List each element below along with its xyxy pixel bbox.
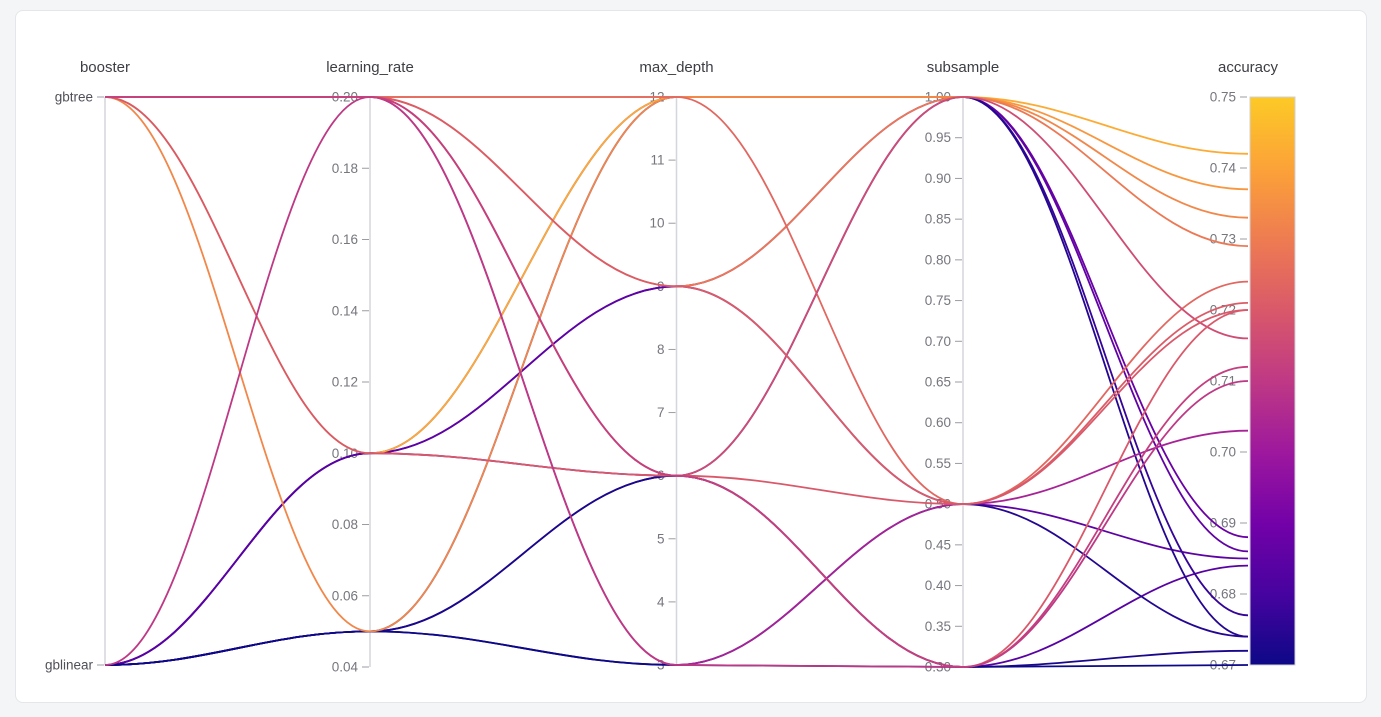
tick-label-subsample: 0.60 <box>925 415 951 430</box>
tick-label-learning_rate: 0.12 <box>332 375 358 390</box>
tick-label-subsample: 0.55 <box>925 456 951 471</box>
tick-label-max_depth: 4 <box>657 594 665 609</box>
trial-lines <box>104 96 1249 668</box>
tick-label-learning_rate: 0.16 <box>332 232 358 247</box>
tick-label-learning_rate: 0.08 <box>332 517 358 532</box>
axis-learning_rate: learning_rate0.200.180.160.140.120.100.0… <box>326 59 414 675</box>
tick-label-subsample: 0.35 <box>925 619 951 634</box>
axis-booster: booster gbtree gblinear <box>45 59 130 673</box>
trial-curve-20 <box>104 96 1249 668</box>
tick-label-subsample: 0.65 <box>925 375 951 390</box>
tick-label-subsample: 0.70 <box>925 334 951 349</box>
tick-label-max_depth: 9 <box>657 279 665 294</box>
tick-label-learning_rate: 0.14 <box>332 303 359 318</box>
tick-label-subsample: 0.75 <box>925 293 951 308</box>
tick-label-accuracy: 0.74 <box>1210 161 1237 176</box>
accuracy-colorbar <box>1249 96 1296 666</box>
tick-label-subsample: 0.45 <box>925 537 951 552</box>
chart-card <box>15 10 1367 703</box>
tick-label-accuracy: 0.70 <box>1210 445 1236 460</box>
axis-title-max_depth: max_depth <box>639 59 713 76</box>
tick-label-accuracy: 0.75 <box>1210 90 1236 105</box>
axis-title-learning_rate: learning_rate <box>326 59 414 76</box>
trial-curve-19 <box>104 96 1249 668</box>
tick-label-max_depth: 7 <box>657 405 665 420</box>
tick-label-accuracy: 0.69 <box>1210 516 1236 531</box>
trial-curve-11 <box>104 96 1249 633</box>
tick-label-max_depth: 11 <box>650 153 664 168</box>
tick-label-accuracy: 0.68 <box>1210 587 1236 602</box>
tick-label-subsample: 0.90 <box>925 171 951 186</box>
tick-label-booster: gbtree <box>55 90 93 105</box>
tick-label-subsample: 0.40 <box>925 578 951 593</box>
tick-label-learning_rate: 0.04 <box>332 660 359 675</box>
tick-label-max_depth: 5 <box>657 531 665 546</box>
tick-label-max_depth: 8 <box>657 342 665 357</box>
tick-label-learning_rate: 0.18 <box>332 161 358 176</box>
axis-title-accuracy: accuracy <box>1218 59 1279 76</box>
tick-label-booster: gblinear <box>45 658 94 673</box>
axis-title-booster: booster <box>80 59 130 76</box>
tick-label-subsample: 0.85 <box>925 212 951 227</box>
tick-label-subsample: 0.95 <box>925 130 951 145</box>
tick-label-learning_rate: 0.06 <box>332 588 358 603</box>
tick-label-subsample: 0.80 <box>925 252 951 267</box>
axis-subsample: subsample1.000.950.900.850.800.750.700.6… <box>925 59 1000 675</box>
axis-title-subsample: subsample <box>927 59 1000 76</box>
tick-label-accuracy: 0.73 <box>1210 232 1236 247</box>
tick-label-max_depth: 10 <box>649 216 664 231</box>
